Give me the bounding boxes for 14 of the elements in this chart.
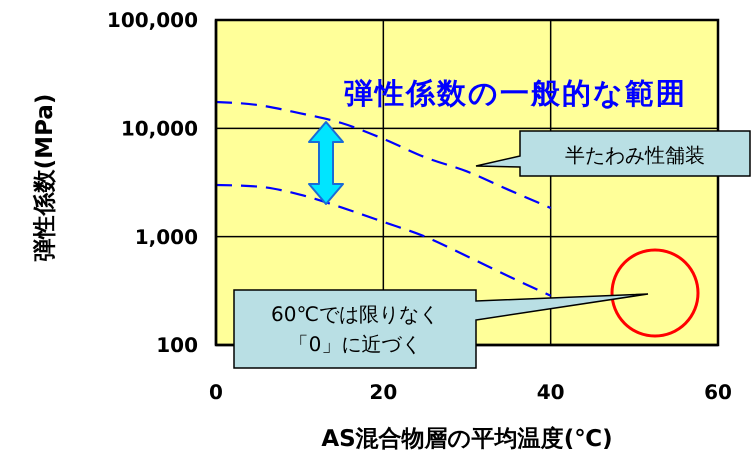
y-tick-label: 100,000 (106, 8, 198, 32)
y-axis-title: 弾性係数(MPa) (32, 94, 58, 262)
y-tick-label: 100 (156, 333, 198, 358)
x-tick-label: 0 (209, 380, 223, 404)
annotation: 半たわみ性舗装 (565, 143, 705, 167)
y-tick-label: 1,000 (134, 224, 198, 249)
annotation: 「0」に近づく (288, 332, 422, 356)
x-axis-title: AS混合物層の平均温度(℃) (321, 425, 613, 452)
x-tick-label: 20 (369, 380, 398, 404)
annotation: 60℃では限りなく (271, 302, 439, 326)
x-tick-label: 40 (536, 380, 565, 404)
y-tick-label: 10,000 (120, 116, 198, 140)
x-tick-label: 60 (704, 380, 732, 404)
line-series (216, 184, 552, 297)
